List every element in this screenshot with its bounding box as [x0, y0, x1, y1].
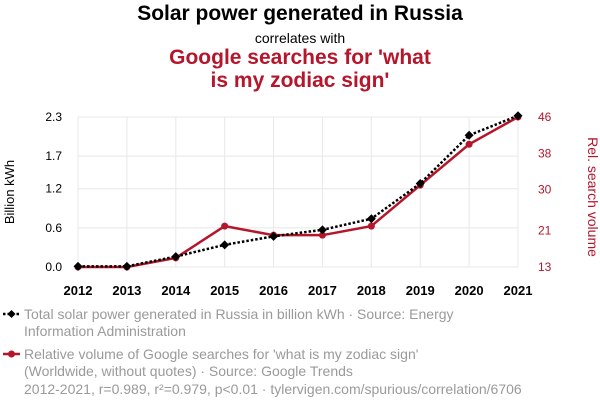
legend-searches-circle-marker — [8, 350, 15, 358]
series-searches-point — [367, 222, 375, 230]
series-solar-point — [73, 261, 83, 271]
right-axis-label: Rel. search volume — [585, 137, 600, 257]
legend-solar-diamond-marker — [7, 310, 16, 318]
series-solar-point — [415, 179, 425, 189]
x-axis-tick-label: 2014 — [161, 283, 191, 298]
x-axis-tick-label: 2021 — [504, 283, 533, 298]
footer-stats: 2012-2021, r=0.989, r²=0.979, p<0.01 · t… — [24, 381, 522, 397]
x-axis-tick-label: 2015 — [210, 283, 239, 298]
x-axis-tick-label: 2020 — [455, 283, 484, 298]
legend-searches-line1: Relative volume of Google searches for '… — [24, 346, 419, 362]
left-axis-tick-label: 1.2 — [45, 182, 62, 196]
series-solar-line — [78, 114, 519, 268]
legend-solar-line1: Total solar power generated in Russia in… — [24, 306, 454, 322]
legend-solar-line2: Information Administration — [24, 323, 186, 339]
chart-title-second-series: Google searches for 'what is my zodiac s… — [0, 46, 600, 92]
series-solar-point — [513, 111, 523, 121]
series-solar-point — [171, 252, 181, 262]
chart-subtitle: correlates with — [254, 30, 346, 46]
x-axis-tick-label: 2016 — [259, 283, 288, 298]
legend-entry-solar: Total solar power generated in Russia in… — [24, 306, 454, 340]
x-axis-tick-label: 2017 — [308, 283, 337, 298]
series-searches-point — [318, 231, 326, 239]
series-solar-point — [366, 214, 376, 224]
title2-line2: is my zodiac sign' — [210, 69, 390, 92]
left-axis-tick-label: 0.6 — [45, 221, 62, 235]
series-solar-point — [317, 225, 327, 235]
right-axis-tick-label: 46 — [538, 110, 552, 124]
right-axis-tick-label: 13 — [538, 260, 552, 274]
x-axis-tick-label: 2012 — [64, 283, 93, 298]
title2-line1: Google searches for 'what — [169, 46, 431, 69]
x-axis-tick-label: 2018 — [357, 283, 386, 298]
series-solar-point — [220, 240, 230, 250]
series-searches-point — [465, 140, 473, 148]
left-axis-tick-label: 0.0 — [45, 260, 62, 274]
left-axis-tick-label: 2.3 — [45, 110, 62, 124]
chart-title: Solar power generated in Russia — [137, 2, 463, 25]
x-axis-tick-label: 2019 — [406, 283, 435, 298]
left-axis-label: Billion kWh — [2, 160, 17, 224]
x-axis-tick-label: 2013 — [112, 283, 141, 298]
left-axis-tick-label: 1.7 — [45, 149, 62, 163]
series-solar-point — [464, 130, 474, 140]
right-axis-tick-label: 21 — [538, 224, 552, 238]
legend-entry-searches: Relative volume of Google searches for '… — [24, 346, 418, 380]
series-solar-point — [122, 261, 132, 271]
series-searches-line — [78, 115, 519, 269]
right-axis-tick-label: 30 — [538, 183, 552, 197]
right-axis-tick-label: 38 — [538, 146, 552, 160]
series-solar-point — [269, 231, 279, 241]
series-searches-point — [221, 222, 229, 230]
legend-searches-line2: (Worldwide, without quotes) · Source: Go… — [24, 363, 353, 379]
